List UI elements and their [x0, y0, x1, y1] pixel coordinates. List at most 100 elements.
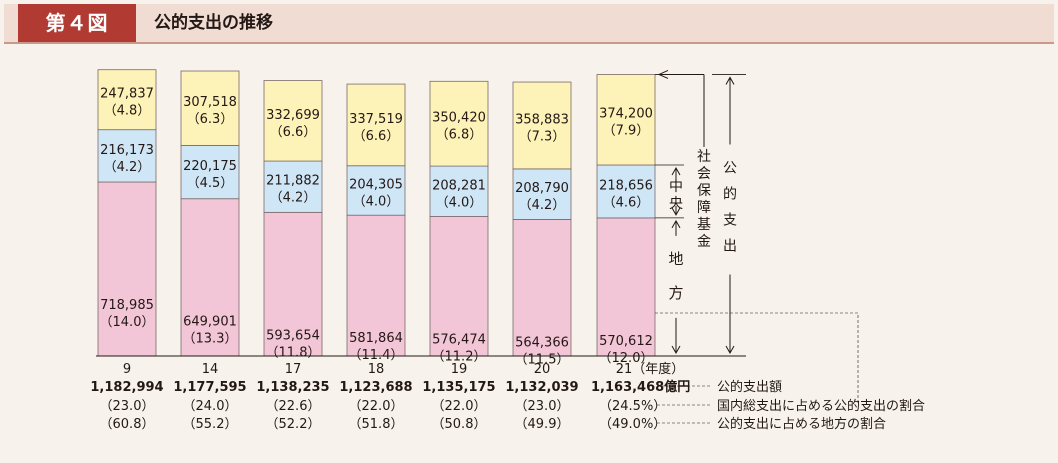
- total-label: 1,182,994: [90, 380, 163, 395]
- share-label-central: （4.2）: [104, 160, 151, 175]
- share-label-central: （4.0）: [353, 194, 400, 209]
- value-label-local: 570,612: [599, 334, 653, 349]
- gdp-share-label: （23.0）: [515, 399, 570, 414]
- value-label-social-security: 358,883: [515, 112, 569, 127]
- share-label-central: （4.6）: [603, 195, 650, 210]
- x-tick-label: 18: [368, 362, 385, 377]
- total-label: 1,132,039: [505, 380, 578, 395]
- local-bracket-label: 地: [668, 250, 683, 268]
- total-bracket-label: 支: [723, 212, 737, 228]
- bar-segment-social-security: [97, 69, 157, 131]
- social-security-bracket-label: 障: [697, 200, 711, 216]
- bar-segment-social-security: [429, 80, 489, 167]
- value-label-social-security: 247,837: [100, 87, 154, 102]
- x-tick-label: 17: [285, 362, 302, 377]
- value-label-central: 218,656: [599, 178, 653, 193]
- value-label-local: 718,985: [100, 298, 154, 313]
- central-arrow-up-head: [671, 166, 681, 176]
- share-label-local: （11.2）: [432, 349, 487, 364]
- local-arrow-up-head: [671, 219, 681, 229]
- social-security-bracket-label: 会: [697, 166, 711, 182]
- value-label-local: 576,474: [432, 332, 486, 347]
- social-security-bracket-label: 金: [697, 234, 711, 250]
- total-arrow-up-head: [725, 76, 735, 85]
- gdp-share-label: （23.0）: [100, 399, 155, 414]
- value-label-local: 564,366: [515, 335, 569, 350]
- bar-segment-central: [596, 164, 656, 219]
- share-label-social-security: （6.6）: [353, 129, 400, 144]
- value-label-local: 649,901: [183, 315, 237, 330]
- bar-segment-social-security: [263, 80, 323, 162]
- local-arrow-down-head: [671, 345, 681, 355]
- social-security-bracket-label: 基: [697, 216, 711, 233]
- value-label-central: 211,882: [266, 174, 320, 189]
- local-share-connector: [655, 312, 859, 405]
- figure-title: 公的支出の推移: [154, 13, 273, 33]
- share-label-central: （4.2）: [270, 191, 317, 206]
- share-label-social-security: （6.8）: [436, 128, 483, 143]
- x-tick-label: 21（年度）: [616, 361, 685, 377]
- bar-segment-social-security: [596, 74, 656, 166]
- gdp-share-label: （22.6）: [266, 399, 321, 414]
- value-label-social-security: 350,420: [432, 111, 486, 126]
- figure-number-badge: 第４図: [18, 4, 136, 42]
- central-bracket-label: 央: [669, 196, 683, 212]
- gdp-share-label: （22.0）: [432, 399, 487, 414]
- social-security-bracket-label: 保: [697, 183, 711, 199]
- value-label-local: 581,864: [349, 331, 403, 346]
- x-tick-label: 9: [123, 362, 131, 377]
- social-security-bracket-label: 社: [697, 149, 711, 165]
- value-label-local: 593,654: [266, 328, 320, 343]
- bar-segment-central: [263, 160, 323, 213]
- figure-header: 第４図 公的支出の推移: [4, 4, 1054, 44]
- social-security-pointer-head: [657, 69, 669, 79]
- value-label-social-security: 332,699: [266, 108, 320, 123]
- share-label-local: （13.3）: [183, 332, 238, 347]
- bar-segment-central: [346, 165, 406, 216]
- local-share-label: （49.0%）: [599, 417, 666, 432]
- total-label: 1,163,468億円: [591, 379, 690, 395]
- local-share-label: （51.8）: [349, 417, 404, 432]
- local-share-label: （52.2）: [266, 417, 321, 432]
- share-label-central: （4.0）: [436, 195, 483, 210]
- local-share-label: （55.2）: [183, 417, 238, 432]
- legend-local-share: 公的支出に占める地方の割合: [717, 416, 886, 432]
- central-arrow-down-head: [671, 207, 681, 216]
- gdp-share-label: （24.0）: [183, 399, 238, 414]
- local-share-label: （50.8）: [432, 417, 487, 432]
- bar-segment-social-security: [512, 81, 572, 170]
- share-label-social-security: （6.3）: [187, 112, 234, 127]
- value-label-social-security: 374,200: [599, 107, 653, 122]
- share-label-social-security: （7.9）: [603, 124, 650, 139]
- share-label-central: （4.5）: [187, 176, 234, 191]
- central-bracket-label: 中: [669, 179, 683, 195]
- value-label-social-security: 337,519: [349, 112, 403, 127]
- bar-segment-central: [512, 168, 572, 220]
- bar-segment-central: [97, 129, 157, 183]
- bar-segment-local: [97, 181, 157, 357]
- share-label-local: （12.0）: [599, 351, 654, 366]
- gdp-share-label: （24.5%）: [599, 399, 666, 414]
- total-label: 1,135,175: [422, 380, 495, 395]
- local-share-label: （49.9）: [515, 417, 570, 432]
- share-label-social-security: （4.8）: [104, 104, 151, 119]
- total-bracket-label: 公: [723, 160, 737, 176]
- x-tick-label: 14: [202, 362, 219, 377]
- legend-gdp-share: 国内総支出に占める公的支出の割合: [717, 398, 925, 414]
- share-label-social-security: （7.3）: [519, 129, 566, 144]
- local-share-label: （60.8）: [100, 417, 155, 432]
- share-label-local: （11.8）: [266, 345, 321, 360]
- total-label: 1,177,595: [173, 380, 246, 395]
- x-tick-label: 19: [451, 362, 468, 377]
- x-tick-label: 20: [534, 362, 551, 377]
- local-bracket-label: 方: [668, 284, 683, 302]
- value-label-central: 220,175: [183, 159, 237, 174]
- total-label: 1,138,235: [256, 380, 329, 395]
- bar-segment-local: [429, 216, 489, 357]
- total-bracket-label: 的: [723, 186, 737, 202]
- total-bracket-label: 出: [723, 238, 737, 254]
- share-label-central: （4.2）: [519, 198, 566, 213]
- share-label-local: （14.0）: [100, 315, 155, 330]
- bar-segment-local: [263, 211, 323, 357]
